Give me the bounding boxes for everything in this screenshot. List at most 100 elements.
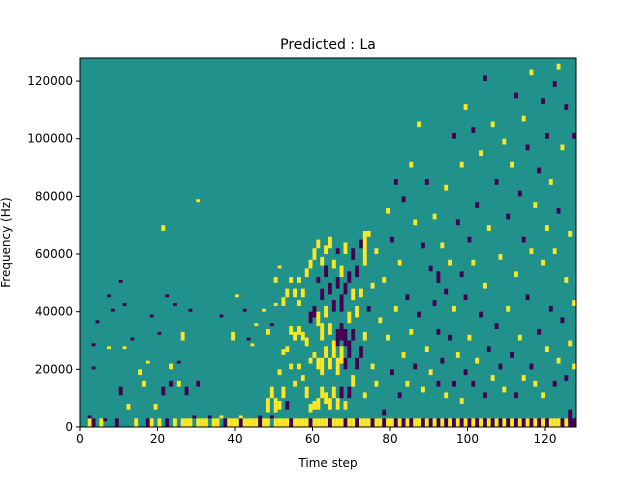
heatmap-cell [444, 418, 449, 427]
heatmap-cell [471, 418, 476, 427]
heatmap-cell [289, 418, 294, 427]
heatmap-cell [145, 360, 150, 364]
heatmap-cell [324, 346, 329, 358]
heatmap-cell [219, 415, 224, 419]
heatmap-cell [552, 380, 557, 387]
heatmap-cell [331, 300, 336, 312]
y-tick-label: 100000 [27, 132, 73, 146]
heatmap-cell [529, 69, 534, 76]
heatmap-cell [324, 245, 329, 255]
heatmap-cell [335, 418, 340, 427]
heatmap-cell [428, 418, 433, 427]
heatmap-cell [541, 392, 546, 399]
chart-title: Predicted : La [280, 37, 376, 53]
heatmap-cell [320, 323, 325, 341]
heatmap-cell [176, 360, 181, 364]
heatmap-cell [169, 380, 174, 387]
heatmap-cell [432, 300, 437, 306]
heatmap-cell [289, 363, 294, 370]
heatmap-cell [510, 161, 515, 168]
heatmap-cell [572, 418, 577, 427]
heatmap-cell [386, 207, 391, 214]
heatmap-cell [490, 418, 495, 427]
heatmap-cell [452, 305, 456, 312]
heatmap-cell [366, 305, 371, 312]
heatmap-cell [533, 418, 538, 427]
heatmap-cell [498, 363, 503, 370]
heatmap-cell [541, 259, 546, 266]
heatmap-cell [285, 346, 290, 353]
heatmap-cell [541, 98, 546, 105]
heatmap-cell [378, 418, 383, 427]
heatmap-cell [378, 317, 383, 324]
heatmap-cell [424, 179, 429, 185]
heatmap-cell [370, 363, 375, 370]
heatmap-cell [556, 357, 561, 364]
heatmap-cell [355, 265, 360, 278]
heatmap-cell [293, 331, 298, 341]
heatmap-cell [316, 311, 321, 327]
heatmap-cell [324, 265, 329, 278]
x-tick-label: 100 [456, 432, 479, 446]
heatmap-cell [401, 352, 406, 358]
heatmap-cell [95, 320, 100, 324]
heatmap-cell [355, 305, 360, 318]
heatmap-cell [397, 259, 402, 266]
heatmap-cell [242, 418, 247, 427]
heatmap-cell [479, 311, 484, 318]
heatmap-cell [269, 323, 274, 327]
heatmap-cell [312, 418, 317, 427]
heatmap-cell [421, 242, 425, 249]
heatmap-cell [393, 418, 398, 427]
heatmap-cell [173, 418, 177, 427]
heatmap-cell [312, 401, 317, 410]
heatmap-cell [211, 418, 216, 427]
heatmap-cell [463, 294, 468, 301]
heatmap-cell [479, 150, 484, 157]
heatmap-cell [304, 418, 309, 427]
heatmap-cell [413, 418, 418, 427]
y-tick-label: 40000 [35, 305, 73, 319]
y-axis-label: Frequency (Hz) [0, 197, 13, 288]
heatmap-cell [351, 288, 356, 301]
heatmap-cell [521, 115, 526, 122]
heatmap-cell [339, 294, 344, 312]
heatmap-cell [289, 277, 294, 283]
heatmap-cell [335, 248, 340, 255]
x-tick-label: 0 [76, 432, 84, 446]
heatmap-cell [304, 386, 309, 399]
heatmap-cell [142, 380, 146, 387]
heatmap-cell [87, 415, 92, 419]
heatmap-cell [483, 75, 487, 82]
heatmap-cell [297, 326, 301, 335]
heatmap-cell [424, 346, 429, 353]
heatmap-cell [545, 225, 549, 231]
heatmap-cell [149, 314, 154, 318]
heatmap-cell [483, 418, 487, 427]
heatmap-cell [200, 418, 205, 427]
heatmap-cell [514, 392, 518, 399]
heatmap-cell [339, 265, 344, 278]
heatmap-cell [529, 363, 534, 370]
heatmap-cell [409, 328, 414, 335]
heatmap-cell [471, 259, 476, 266]
heatmap-cell [324, 392, 329, 404]
heatmap-cell [184, 418, 189, 427]
heatmap-cell [355, 418, 360, 427]
heatmap-cell [169, 363, 174, 370]
heatmap-cell [572, 363, 577, 370]
heatmap-cell [494, 179, 499, 185]
heatmap-cell [297, 277, 301, 283]
heatmap-cell [254, 323, 259, 327]
heatmap-cell [405, 294, 410, 301]
heatmap-cell [320, 418, 325, 427]
heatmap-cell [556, 63, 561, 70]
heatmap-cell [359, 418, 363, 427]
heatmap-cell [103, 418, 108, 422]
heatmap-cell [157, 418, 162, 427]
heatmap-cell [548, 418, 553, 427]
heatmap-cell [486, 346, 491, 353]
heatmap-cell [173, 303, 177, 306]
heatmap-cell [269, 386, 274, 399]
heatmap-cell [568, 230, 573, 237]
